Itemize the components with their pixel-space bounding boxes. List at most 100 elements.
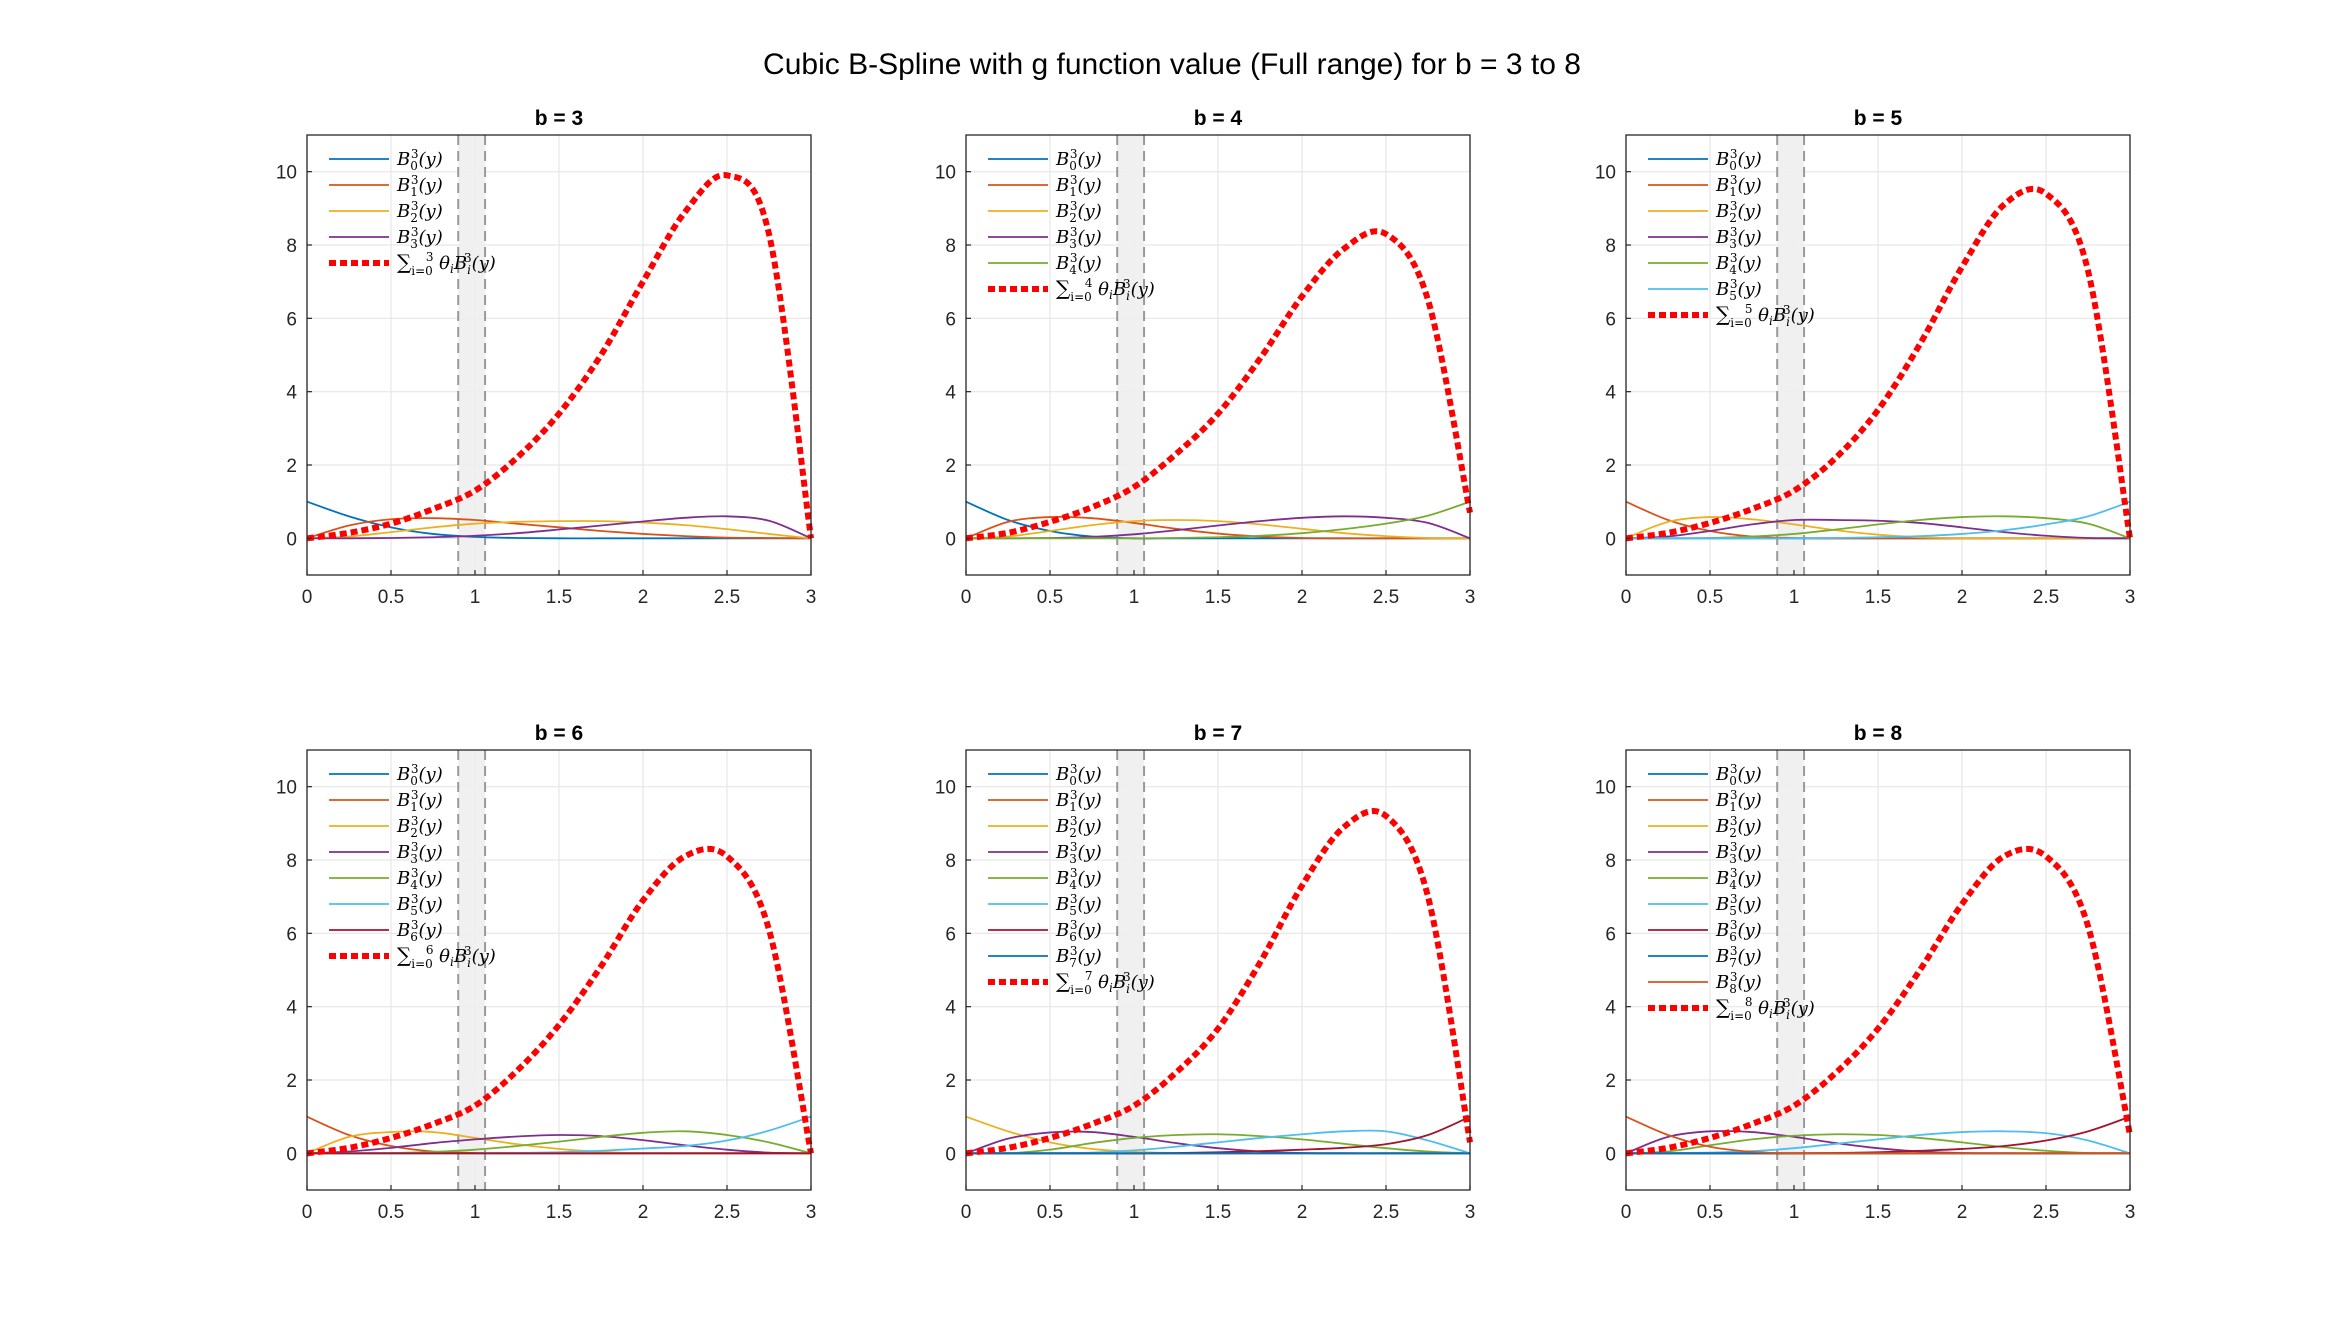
y-tick-label: 8 bbox=[1605, 851, 1616, 872]
shaded-band bbox=[1777, 750, 1805, 1190]
basis-series-line-4 bbox=[965, 1133, 1471, 1155]
legend-entry: B53(y) bbox=[1055, 892, 1102, 918]
legend-entry: B63(y) bbox=[396, 918, 443, 944]
legend-entry: B03(y) bbox=[1715, 762, 1762, 788]
subplot-title: b = 6 bbox=[535, 722, 583, 745]
y-tick-label: 2 bbox=[286, 456, 297, 477]
basis-series-line-1 bbox=[306, 517, 812, 540]
basis-series-line-4 bbox=[1625, 1133, 2131, 1155]
x-tick-label: 2.5 bbox=[2033, 1202, 2059, 1223]
legend-entry: B63(y) bbox=[1055, 918, 1102, 944]
y-tick-label: 8 bbox=[945, 236, 956, 257]
basis-series-line-8 bbox=[1625, 1115, 2130, 1155]
legend-entry: B23(y) bbox=[396, 814, 443, 840]
x-tick-label: 2 bbox=[1957, 587, 1968, 608]
basis-series-line-2 bbox=[965, 519, 1471, 540]
x-tick-label: 3 bbox=[1465, 587, 1476, 608]
y-tick-label: 0 bbox=[945, 529, 956, 550]
x-tick-label: 0.5 bbox=[1697, 1202, 1723, 1223]
legend-entry: B53(y) bbox=[1715, 277, 1762, 303]
y-tick-label: 6 bbox=[1605, 924, 1616, 945]
x-tick-label: 2.5 bbox=[714, 1202, 740, 1223]
legend-entry: B33(y) bbox=[1715, 225, 1762, 251]
x-tick-label: 1.5 bbox=[1865, 587, 1891, 608]
subplot-1: 0 0.5 1 1.5 2 2.5 3 0 2 4 6 8 10 b = 3 B03(y)B13(y)B23… bbox=[276, 107, 816, 608]
shaded-band bbox=[1117, 135, 1145, 575]
legend-entry: B63(y) bbox=[1715, 918, 1762, 944]
y-tick-label: 0 bbox=[286, 1144, 297, 1165]
x-tick-label: 1 bbox=[1789, 587, 1800, 608]
y-tick-label: 6 bbox=[945, 924, 956, 945]
y-tick-label: 2 bbox=[286, 1071, 297, 1092]
x-tick-label: 2.5 bbox=[2033, 587, 2059, 608]
y-tick-label: 10 bbox=[276, 778, 297, 799]
y-tick-label: 8 bbox=[945, 851, 956, 872]
legend-entry: B13(y) bbox=[1055, 788, 1102, 814]
x-tick-label: 2.5 bbox=[714, 587, 740, 608]
legend-entry: B33(y) bbox=[1055, 840, 1102, 866]
subplot-2: 0 0.5 1 1.5 2 2.5 3 0 2 4 6 8 10 b = 4 B03(y)B13(y)B23… bbox=[935, 107, 1475, 608]
x-tick-label: 2 bbox=[638, 1202, 649, 1223]
y-tick-label: 2 bbox=[945, 1071, 956, 1092]
basis-series-line-3 bbox=[306, 515, 812, 540]
legend-entry: B13(y) bbox=[396, 173, 443, 199]
subplot-title: b = 7 bbox=[1194, 722, 1242, 745]
legend-entry: B13(y) bbox=[1055, 173, 1102, 199]
y-tick-label: 4 bbox=[945, 998, 956, 1019]
x-tick-label: 0 bbox=[302, 587, 313, 608]
y-tick-label: 4 bbox=[286, 383, 297, 404]
subplot-title: b = 8 bbox=[1854, 722, 1903, 745]
subplot-6: 0 0.5 1 1.5 2 2.5 3 0 2 4 6 8 10 b = 8 B03(y)B13(y)B23… bbox=[1595, 722, 2135, 1223]
sum-series-line bbox=[965, 228, 1473, 542]
legend-entry: B23(y) bbox=[396, 199, 443, 225]
x-tick-label: 1 bbox=[1129, 1202, 1140, 1223]
y-tick-label: 10 bbox=[1595, 778, 1616, 799]
legend-entry: B23(y) bbox=[1715, 814, 1762, 840]
legend-entry: B03(y) bbox=[396, 147, 443, 173]
basis-series-line-2 bbox=[306, 520, 812, 540]
legend-entry: B13(y) bbox=[1715, 788, 1762, 814]
y-tick-label: 0 bbox=[945, 1144, 956, 1165]
legend-entry: B03(y) bbox=[1715, 147, 1762, 173]
legend: B03(y)B13(y)B23(y)B33(y)B43(y)B53(y)∑i=0… bbox=[1648, 147, 1815, 330]
subplot-title: b = 5 bbox=[1854, 107, 1903, 130]
legend-entry: B23(y) bbox=[1055, 814, 1102, 840]
legend-entry: ∑i=06 θiBi3(y) bbox=[397, 943, 496, 971]
y-tick-label: 10 bbox=[276, 163, 297, 184]
y-tick-label: 4 bbox=[1605, 383, 1616, 404]
subplot-5: 0 0.5 1 1.5 2 2.5 3 0 2 4 6 8 10 b = 7 B03(y)B13(y)B23… bbox=[935, 722, 1475, 1223]
x-tick-label: 2 bbox=[1297, 587, 1308, 608]
legend-entry: ∑i=08 θiBi3(y) bbox=[1716, 995, 1815, 1023]
y-tick-label: 10 bbox=[935, 163, 956, 184]
x-tick-label: 1.5 bbox=[1205, 587, 1231, 608]
x-tick-label: 0.5 bbox=[1697, 587, 1723, 608]
legend-entry: B23(y) bbox=[1715, 199, 1762, 225]
basis-series-line-5 bbox=[1626, 500, 2131, 540]
y-tick-label: 8 bbox=[286, 236, 297, 257]
y-tick-label: 2 bbox=[945, 456, 956, 477]
x-tick-label: 3 bbox=[2125, 587, 2136, 608]
x-tick-label: 1 bbox=[470, 1202, 481, 1223]
legend: B03(y)B13(y)B23(y)B33(y)∑i=03 θiBi3(y) bbox=[329, 147, 496, 278]
x-tick-label: 1.5 bbox=[1205, 1202, 1231, 1223]
x-tick-label: 0.5 bbox=[378, 587, 404, 608]
y-tick-label: 8 bbox=[286, 851, 297, 872]
shaded-band bbox=[458, 750, 486, 1190]
y-tick-label: 2 bbox=[1605, 456, 1616, 477]
x-tick-label: 1 bbox=[470, 587, 481, 608]
x-tick-label: 0 bbox=[1621, 1202, 1632, 1223]
legend-entry: B53(y) bbox=[1715, 892, 1762, 918]
x-tick-label: 3 bbox=[806, 1202, 817, 1223]
x-tick-label: 2 bbox=[1297, 1202, 1308, 1223]
x-tick-label: 2.5 bbox=[1373, 587, 1399, 608]
legend-entry: B73(y) bbox=[1055, 944, 1102, 970]
y-tick-label: 6 bbox=[945, 309, 956, 330]
x-tick-label: 1.5 bbox=[1865, 1202, 1891, 1223]
y-tick-label: 6 bbox=[286, 924, 297, 945]
x-tick-label: 3 bbox=[2125, 1202, 2136, 1223]
y-tick-label: 0 bbox=[1605, 1144, 1616, 1165]
x-tick-label: 0 bbox=[1621, 587, 1632, 608]
x-tick-label: 1.5 bbox=[546, 587, 572, 608]
y-tick-label: 10 bbox=[935, 778, 956, 799]
x-tick-label: 2 bbox=[1957, 1202, 1968, 1223]
